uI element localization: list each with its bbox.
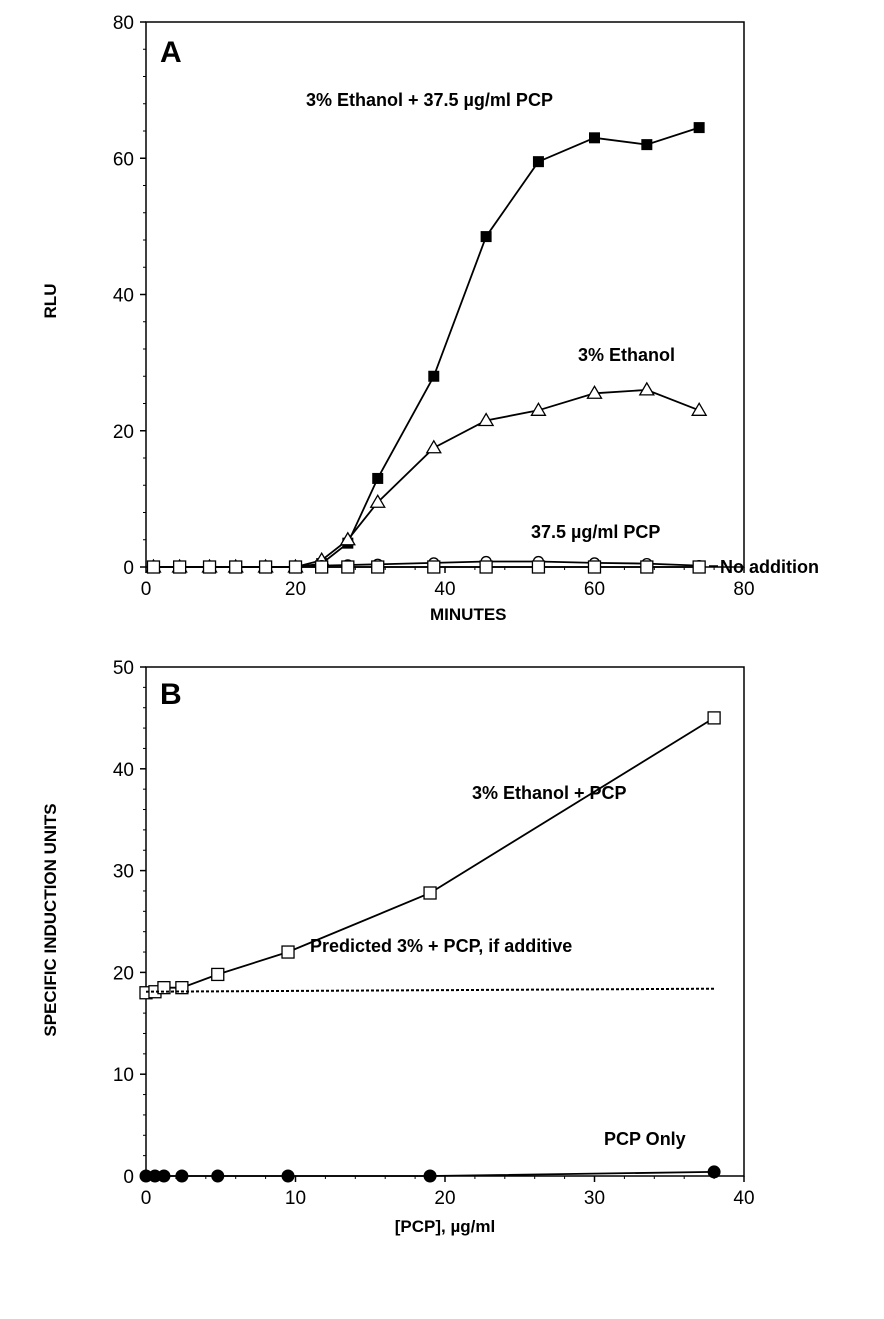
- data-point-b-2: [157, 1169, 171, 1183]
- panel-a-letter: A: [160, 36, 182, 69]
- data-point-a-0: [480, 231, 492, 243]
- data-point-a-3: [315, 560, 329, 574]
- series-line-b-1: [145, 987, 715, 993]
- data-point-b-0: [423, 886, 437, 900]
- data-point-b-2: [211, 1169, 225, 1183]
- x-tick-label: 40: [733, 1188, 754, 1209]
- data-point-a-0: [428, 370, 440, 382]
- panel-a-x-label: MINUTES: [430, 605, 507, 624]
- data-point-b-2: [423, 1169, 437, 1183]
- data-point-a-3: [692, 560, 706, 574]
- data-point-a-1: [339, 531, 356, 546]
- data-point-a-0: [372, 472, 384, 484]
- panel-b-x-label: [PCP], µg/ml: [395, 1217, 495, 1236]
- panel-b-y-label: SPECIFIC INDUCTION UNITS: [41, 803, 60, 1036]
- x-tick-label: 80: [733, 579, 754, 600]
- data-point-a-1: [586, 384, 603, 399]
- data-point-a-3: [531, 560, 546, 574]
- y-tick-label: 80: [113, 13, 134, 34]
- annotation-pcp-only: PCP Only: [604, 1129, 686, 1149]
- data-point-b-2: [707, 1165, 721, 1179]
- data-point-a-3: [371, 560, 385, 574]
- data-point-a-3: [479, 560, 493, 574]
- y-tick-label: 60: [113, 149, 134, 170]
- x-tick-label: 20: [434, 1188, 455, 1209]
- x-tick-label: 30: [584, 1188, 605, 1209]
- data-point-b-2: [281, 1169, 295, 1183]
- panel-b-series: [139, 711, 721, 1183]
- data-point-a-1: [425, 439, 442, 454]
- data-point-a-3: [172, 560, 187, 574]
- annotation-pcp: 37.5 µg/ml PCP: [531, 522, 660, 542]
- data-point-a-1: [691, 402, 708, 416]
- data-point-b-0: [707, 711, 721, 725]
- x-tick-label: 60: [584, 579, 605, 600]
- data-point-a-1: [477, 412, 495, 427]
- annotation-ethanol-plus-pcp: 3% Ethanol + PCP: [472, 783, 627, 803]
- data-point-b-2: [175, 1169, 189, 1183]
- panel-a-y-label: RLU: [41, 284, 60, 319]
- data-point-a-3: [640, 560, 654, 574]
- y-tick-label: 0: [123, 558, 134, 579]
- data-point-a-0: [693, 122, 705, 134]
- data-point-a-1: [638, 381, 655, 396]
- data-point-b-0: [211, 967, 225, 982]
- panel-a-ticks: 0 20 40 60 80 0 20 40 60 80: [113, 13, 755, 600]
- x-tick-label: 10: [285, 1188, 306, 1209]
- x-tick-label: 0: [141, 1188, 152, 1209]
- data-point-a-3: [258, 560, 273, 574]
- y-tick-label: 10: [113, 1065, 134, 1086]
- data-point-a-3: [288, 560, 303, 574]
- panel-b-letter: B: [160, 678, 182, 711]
- data-point-a-0: [641, 139, 653, 151]
- data-point-a-3: [202, 560, 217, 574]
- data-point-a-3: [427, 560, 441, 574]
- y-tick-label: 20: [113, 963, 134, 984]
- data-point-a-3: [587, 560, 602, 574]
- data-point-a-3: [146, 560, 161, 574]
- annotation-predicted: Predicted 3% + PCP, if additive: [310, 936, 572, 956]
- panel-b-frame: [145, 666, 745, 1177]
- x-tick-label: 20: [285, 579, 306, 600]
- y-tick-label: 30: [113, 862, 134, 883]
- panel-a-series: [145, 122, 708, 574]
- data-point-b-0: [281, 945, 295, 959]
- y-tick-label: 20: [113, 422, 134, 443]
- data-point-a-3: [229, 560, 243, 574]
- annotation-ethanol-pcp: 3% Ethanol + 37.5 µg/ml PCP: [306, 90, 553, 110]
- panel-b-ticks: 0 10 20 30 40 50 0 10 20 30 40: [113, 658, 755, 1209]
- y-tick-label: 0: [123, 1167, 134, 1188]
- x-tick-label: 0: [141, 579, 152, 600]
- y-tick-label: 50: [113, 658, 134, 679]
- data-point-a-3: [341, 560, 355, 574]
- data-point-a-1: [369, 493, 386, 508]
- y-tick-label: 40: [113, 286, 134, 307]
- data-point-a-1: [530, 402, 547, 416]
- x-tick-label: 40: [434, 579, 455, 600]
- annotation-ethanol: 3% Ethanol: [578, 345, 675, 365]
- data-point-a-0: [589, 132, 600, 144]
- data-point-a-0: [532, 156, 544, 168]
- annotation-no-addition: No addition: [720, 557, 819, 577]
- y-tick-label: 40: [113, 760, 134, 781]
